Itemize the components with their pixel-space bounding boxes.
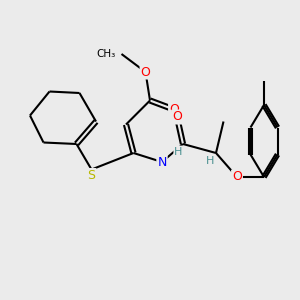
Text: O: O <box>169 103 179 116</box>
Text: O: O <box>232 170 242 184</box>
Text: H: H <box>174 146 183 157</box>
Text: CH₃: CH₃ <box>96 49 116 59</box>
Text: N: N <box>157 155 167 169</box>
Text: H: H <box>206 156 214 167</box>
Text: S: S <box>88 169 95 182</box>
Text: O: O <box>141 65 150 79</box>
Text: O: O <box>172 110 182 124</box>
